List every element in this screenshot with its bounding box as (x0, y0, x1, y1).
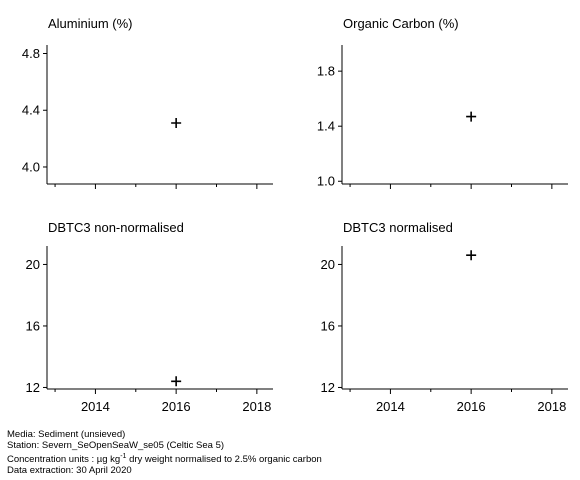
y-tick-label: 16 (26, 318, 40, 333)
panel-title: Aluminium (%) (48, 16, 133, 31)
y-tick-label: 12 (26, 380, 40, 395)
footer-units: Concentration units : µg kg-1 dry weight… (7, 451, 322, 465)
y-tick-label: 16 (321, 318, 335, 333)
panel-title: Organic Carbon (%) (343, 16, 459, 31)
x-tick-label: 2018 (242, 399, 271, 414)
panel-title: DBTC3 non-normalised (48, 220, 184, 235)
data-point (171, 118, 182, 129)
y-tick-label: 4.8 (22, 46, 40, 61)
y-tick-label: 1.0 (317, 174, 335, 189)
y-tick-label: 20 (26, 257, 40, 272)
footer-units-sup: -1 (120, 453, 127, 460)
chart-panel-3: DBTC3 non-normalised 12 16 20 2014 2016 2018 (26, 220, 273, 414)
data-point (466, 111, 477, 122)
panel-title: DBTC3 normalised (343, 220, 453, 235)
footer-media: Media: Sediment (unsieved) (7, 429, 126, 440)
chart-panel-1: Aluminium (%) 4.0 4.4 4.8 (22, 16, 273, 189)
y-tick-label: 1.4 (317, 119, 335, 134)
chart-footer: Media: Sediment (unsieved) Station: Seve… (7, 429, 322, 476)
x-tick-label: 2016 (457, 399, 486, 414)
y-tick-label: 4.0 (22, 159, 40, 174)
x-tick-label: 2014 (376, 399, 405, 414)
x-tick-label: 2018 (537, 399, 566, 414)
chart-panel-2: Organic Carbon (%) 1.0 1.4 1.8 (317, 16, 568, 189)
data-point (171, 376, 182, 387)
footer-extraction: Data extraction: 30 April 2020 (7, 465, 132, 477)
x-tick-label: 2016 (162, 399, 191, 414)
y-tick-label: 20 (321, 257, 335, 272)
y-tick-label: 12 (321, 380, 335, 395)
footer-units-suffix: dry weight normalised to 2.5% organic ca… (126, 454, 322, 466)
data-point (466, 250, 477, 261)
chart-panel-4: DBTC3 normalised 12 16 20 2014 2016 2018 (321, 220, 568, 414)
x-tick-label: 2014 (81, 399, 110, 414)
y-tick-label: 1.8 (317, 64, 335, 79)
footer-station: Station: Severn_SeOpenSeaW_se05 (Celtic … (7, 440, 225, 451)
y-tick-label: 4.4 (22, 103, 40, 118)
footer-units-prefix: Concentration units : µg kg (7, 454, 121, 466)
